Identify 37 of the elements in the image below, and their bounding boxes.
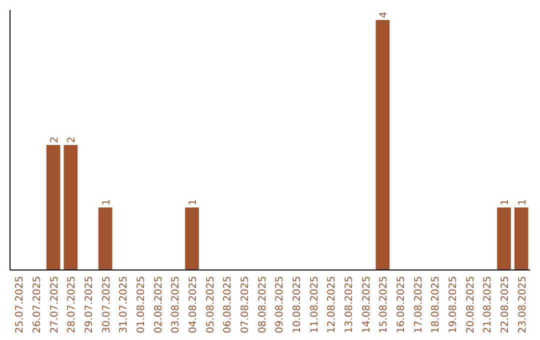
x-tick-label: 28.07.2025 <box>66 276 78 334</box>
x-tick-label: 11.08.2025 <box>309 276 320 334</box>
x-tick-label: 10.08.2025 <box>292 276 303 334</box>
x-tick-label: 09.08.2025 <box>274 276 286 334</box>
x-tick-label: 01.08.2025 <box>136 276 147 334</box>
data-label: 2 <box>49 136 60 143</box>
x-tick-label: 20.08.2025 <box>465 276 476 334</box>
x-tick-label: 17.08.2025 <box>413 276 424 334</box>
x-tick-label: 12.08.2025 <box>326 276 338 334</box>
x-tick-label: 22.08.2025 <box>500 276 511 334</box>
x-tick-label: 25.07.2025 <box>14 276 26 334</box>
x-tick-label: 08.08.2025 <box>257 276 268 334</box>
data-label: 1 <box>500 199 511 206</box>
x-tick-label: 27.07.2025 <box>49 276 60 334</box>
data-label: 4 <box>378 12 390 18</box>
x-tick-label: 21.08.2025 <box>482 276 494 334</box>
x-tick-label: 19.08.2025 <box>448 276 459 334</box>
data-label: 2 <box>66 136 78 143</box>
x-tick-label: 23.08.2025 <box>517 276 528 334</box>
x-tick-label: 31.07.2025 <box>118 276 130 334</box>
data-label: 1 <box>101 199 112 206</box>
x-tick-label: 02.08.2025 <box>153 276 164 334</box>
x-tick-label: 04.08.2025 <box>188 276 199 334</box>
data-label: 1 <box>188 199 199 206</box>
x-tick-label: 06.08.2025 <box>222 276 234 334</box>
x-tick-label: 03.08.2025 <box>170 276 182 334</box>
x-tick-label: 26.07.2025 <box>32 276 43 334</box>
x-tick-label: 05.08.2025 <box>205 276 216 334</box>
x-tick-label: 14.08.2025 <box>361 276 372 334</box>
x-tick-label: 16.08.2025 <box>396 276 407 334</box>
x-tick-label: 29.07.2025 <box>84 276 95 334</box>
x-tick-label: 07.08.2025 <box>240 276 251 334</box>
x-tick-label: 15.08.2025 <box>378 276 390 334</box>
x-tick-label: 13.08.2025 <box>344 276 355 334</box>
x-tick-label: 30.07.2025 <box>101 276 112 334</box>
data-label: 1 <box>517 199 528 206</box>
x-tick-label: 18.08.2025 <box>430 276 442 334</box>
